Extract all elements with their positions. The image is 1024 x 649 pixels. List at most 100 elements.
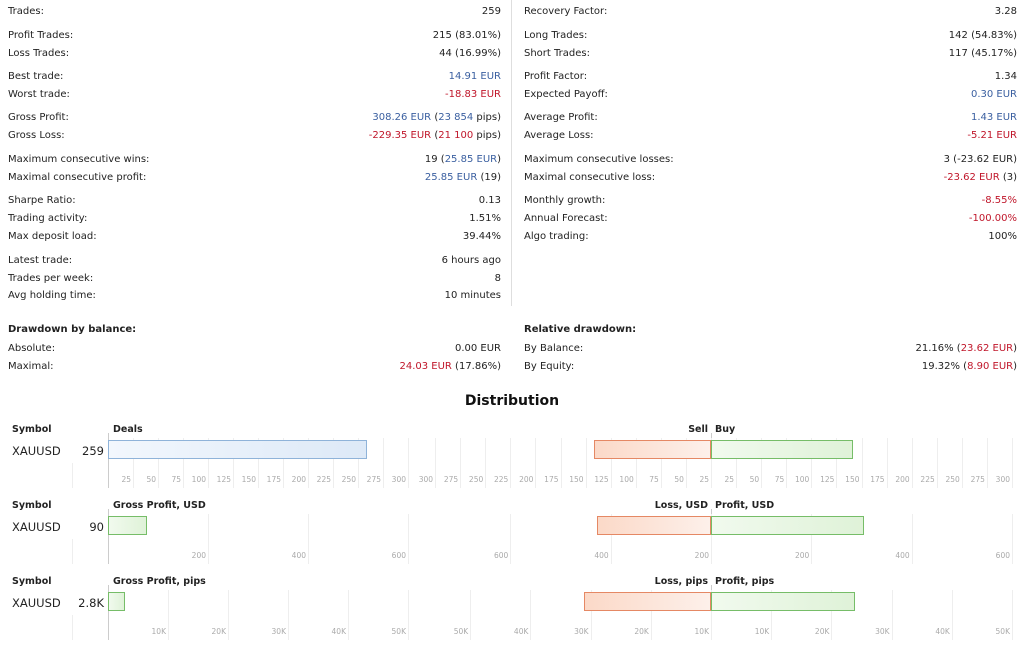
stat-value-part: 25.85 EUR	[444, 154, 498, 165]
stat-row-average-profit: Average Profit: 1.43 EUR	[524, 110, 1017, 126]
gridline	[383, 438, 384, 488]
distribution-title: Distribution	[464, 393, 560, 409]
buy-value-bar	[711, 592, 855, 611]
stat-row-maximal-consecutive-profit: Maximal consecutive profit: 25.85 EUR (19…	[8, 170, 501, 186]
tick-label: 150	[845, 475, 860, 484]
gridline	[510, 514, 512, 564]
stat-value-part: -23.62 EUR	[943, 172, 1000, 183]
stat-value-part: 23.62 EUR	[960, 343, 1014, 354]
sell-value-bar	[597, 516, 711, 535]
tick-label: 150	[569, 475, 584, 484]
sell-value-bar	[583, 592, 711, 611]
stat-row-gross-loss: Gross Loss: -229.35 EUR (21 100 pips)	[8, 128, 501, 144]
stat-value: 24.03 EUR (17.86%)	[399, 359, 501, 375]
stat-value: 0.00 EUR	[455, 341, 501, 357]
left-chart-axis	[108, 585, 109, 640]
stat-value-part: -100.00%	[968, 213, 1017, 224]
stat-row-loss-trades: Loss Trades: 44 (16.99%)	[8, 46, 501, 62]
tick-label: 200	[191, 551, 206, 560]
tick-label: 400	[291, 551, 306, 560]
stat-label: Profit Trades:	[8, 30, 74, 41]
gridline	[168, 590, 169, 640]
stat-row-best-trade: Best trade: 14.91 EUR	[8, 69, 501, 85]
gridline	[711, 590, 712, 640]
stat-row-gross-profit: Gross Profit: 308.26 EUR (23 854 pips)	[8, 110, 501, 126]
stat-label: Average Profit:	[524, 112, 598, 123]
stat-label: Profit Factor:	[524, 71, 588, 82]
stat-label: Gross Loss:	[8, 130, 65, 141]
gridline	[308, 438, 309, 488]
tick-label: 200	[291, 475, 306, 484]
left-value-bar	[108, 516, 147, 535]
tick-label: 300	[418, 475, 434, 484]
stat-value-part: 1.51%	[469, 213, 501, 224]
tick-label: 200	[795, 551, 810, 560]
stat-row-max-deposit-load: Max deposit load: 39.44%	[8, 229, 501, 245]
stat-label: Recovery Factor:	[524, 6, 608, 17]
gridline	[535, 438, 537, 488]
gridline	[158, 438, 159, 488]
gridline	[891, 590, 893, 640]
tick-label: 75	[171, 475, 181, 484]
symbol-name: XAUUSD	[12, 520, 61, 534]
gridline	[786, 438, 788, 488]
stat-value: -229.35 EUR (21 100 pips)	[369, 128, 501, 144]
stat-row-maximal-consecutive-loss: Maximal consecutive loss: -23.62 EUR (3)	[524, 170, 1017, 186]
stat-row-maximum-consecutive-wins: Maximum consecutive wins: 19 (25.85 EUR)	[8, 152, 501, 168]
stat-value-part: 25.85 EUR	[424, 172, 478, 183]
tick-label: 30K	[271, 627, 286, 636]
stat-value-part: 1.34	[994, 71, 1017, 82]
gridline	[610, 514, 612, 564]
stat-row-drawdown-by-balance: Drawdown by balance:	[8, 322, 501, 338]
stat-value: -5.21 EUR	[967, 128, 1017, 144]
stat-row-trading-activity: Trading activity: 1.51%	[8, 211, 501, 227]
tick-label: 225	[920, 475, 935, 484]
symbol-name: XAUUSD	[12, 596, 61, 610]
stat-row-maximum-consecutive-losses: Maximum consecutive losses: 3 (-23.62 EUR…	[524, 152, 1017, 168]
tick-label: 30K	[875, 627, 890, 636]
stat-value: 142 (54.83%)	[949, 28, 1017, 44]
tick-label: 50K	[453, 627, 469, 636]
stat-value: 100%	[988, 229, 1017, 245]
stat-row-profit-factor: Profit Factor: 1.34	[524, 69, 1017, 85]
tick-label: 150	[241, 475, 256, 484]
stat-value: 3.28	[995, 4, 1017, 20]
stat-value-part: 259	[481, 6, 501, 17]
stat-value: 117 (45.17%)	[949, 46, 1017, 62]
stat-value-part: (	[431, 112, 439, 123]
stat-value: 19 (25.85 EUR)	[425, 152, 501, 168]
stat-value-part: 0.00 EUR	[454, 343, 501, 354]
tick-label: 400	[594, 551, 609, 560]
tick-label: 175	[544, 475, 559, 484]
tick-label: 10K	[694, 627, 709, 636]
gridline	[228, 590, 229, 640]
stat-row-absolute: Absolute: 0.00 EUR	[8, 341, 501, 357]
gridline	[911, 514, 913, 564]
buy-chart-label: Buy	[715, 424, 736, 435]
gridline	[208, 438, 209, 488]
gridline	[408, 590, 409, 640]
tick-label: 10K	[754, 627, 770, 636]
stat-value-part: 100%	[988, 231, 1017, 242]
gridline	[333, 438, 334, 488]
gridline	[951, 590, 953, 640]
left-chart-axis	[108, 433, 109, 488]
stat-value-part: 24.03 EUR	[399, 361, 452, 372]
left-chart-label: Gross Profit, pips	[113, 576, 206, 587]
stat-value-part: 14.91 EUR	[448, 71, 501, 82]
gridline	[811, 514, 813, 564]
stat-value-part: -8.55%	[981, 195, 1017, 206]
gridline	[133, 438, 134, 488]
buy-chart-label: Profit, pips	[715, 576, 775, 587]
stat-value: -100.00%	[969, 211, 1017, 227]
stat-value: 215 (83.01%)	[433, 28, 501, 44]
symbol-header: Symbol	[12, 576, 52, 587]
column-divider	[511, 0, 512, 306]
stat-value-part: 19 (	[424, 154, 445, 165]
stat-row-sharpe-ratio: Sharpe Ratio: 0.13	[8, 193, 501, 209]
tick-label: 175	[870, 475, 885, 484]
gridline	[208, 514, 209, 564]
tick-label: 275	[366, 475, 381, 484]
tick-label: 100	[191, 475, 206, 484]
tick-label: 275	[970, 475, 985, 484]
